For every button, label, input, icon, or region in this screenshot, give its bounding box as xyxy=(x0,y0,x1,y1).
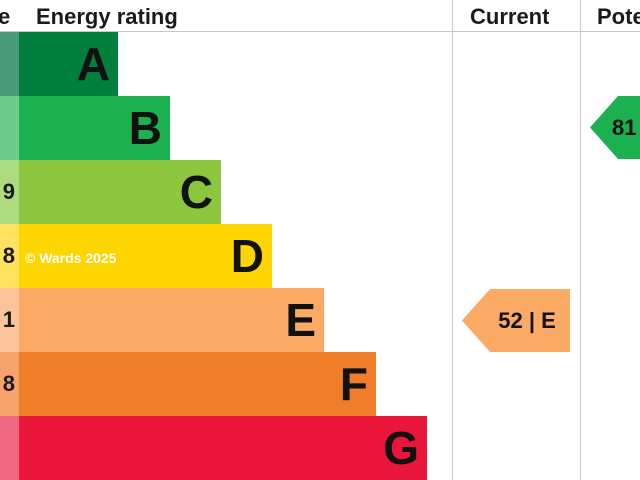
current-rating-arrow: 52 | E xyxy=(462,289,570,352)
band-f: F xyxy=(19,352,376,416)
current-rating-label: 52 | E xyxy=(498,307,556,333)
band-letter: B xyxy=(128,102,162,154)
band-g: G xyxy=(19,416,427,480)
band-letter: A xyxy=(76,38,110,90)
band-a: A xyxy=(19,32,118,96)
column-divider-potential xyxy=(580,0,581,480)
band-letter: F xyxy=(339,358,368,410)
band-letter: C xyxy=(179,166,213,218)
band-letter: G xyxy=(383,422,419,474)
score-range-d: 8 xyxy=(0,224,19,288)
header-divider xyxy=(0,31,640,32)
energy-rating-header: Energy rating xyxy=(36,4,178,29)
band-letter: E xyxy=(285,294,316,346)
score-range-a xyxy=(0,32,19,96)
band-d: D xyxy=(19,224,272,288)
band-c: C xyxy=(19,160,221,224)
potential-rating-label: 81 xyxy=(612,114,637,140)
score-range-f: 8 xyxy=(0,352,19,416)
score-range-c: 9 xyxy=(0,160,19,224)
copyright-watermark: © Wards 2025 xyxy=(25,250,117,266)
potential-column-header: Pote xyxy=(597,4,640,29)
score-range-g xyxy=(0,416,19,480)
score-range-e: 1 xyxy=(0,288,19,352)
band-letter: D xyxy=(230,230,264,282)
potential-rating-arrow: 81 xyxy=(590,96,640,159)
column-divider-current xyxy=(452,0,453,480)
score-column-header: e xyxy=(0,4,11,29)
band-e: E xyxy=(19,288,324,352)
current-column-header: Current xyxy=(470,4,550,29)
band-b: B xyxy=(19,96,170,160)
score-range-b xyxy=(0,96,19,160)
